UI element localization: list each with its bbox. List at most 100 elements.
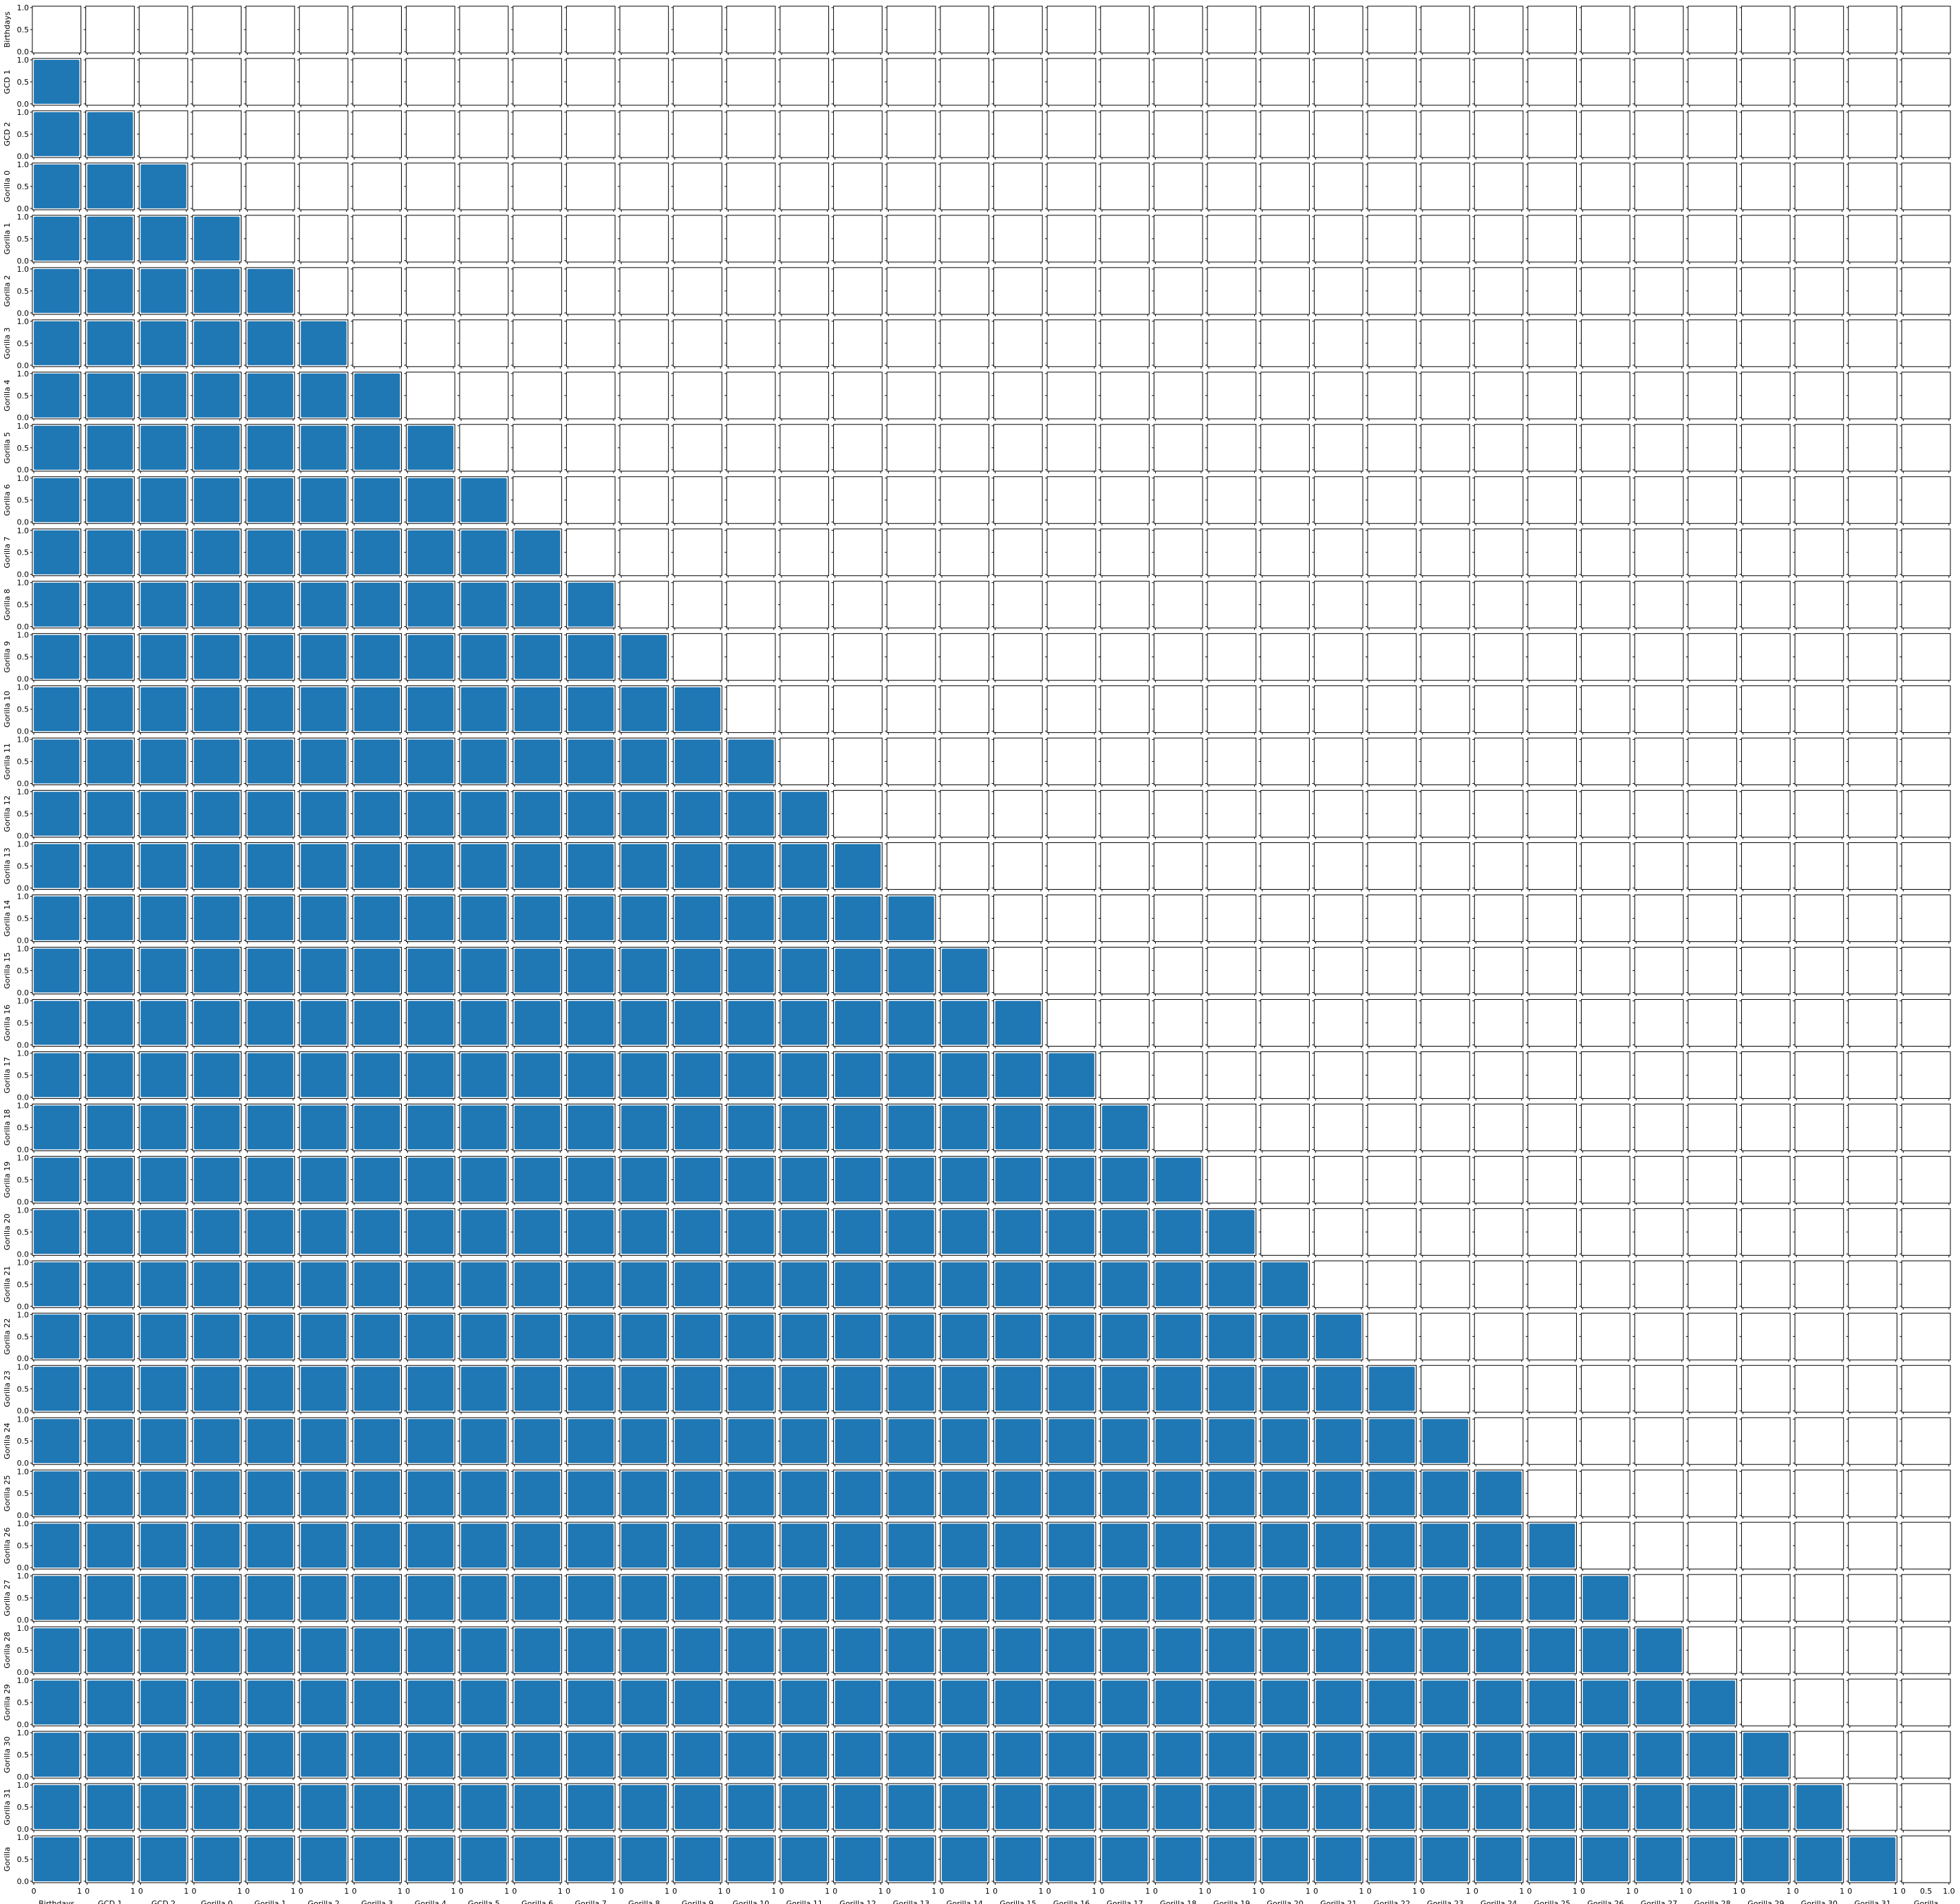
subplot-frame <box>1474 738 1524 786</box>
subplot-r0-c14 <box>777 6 830 55</box>
scatter-points <box>247 530 294 575</box>
scatter-points <box>621 844 667 888</box>
subplot-frame <box>513 267 562 315</box>
subplot-r2-c3 <box>190 110 242 160</box>
subplot-r4-c28 <box>1525 215 1577 264</box>
subplot-r1-c20 <box>1098 58 1150 107</box>
scatter-points <box>461 582 507 627</box>
subplot-frame <box>1848 424 1897 472</box>
subplot-r14-c29 <box>1579 738 1630 787</box>
subplot-frame <box>886 581 936 629</box>
subplot-frame <box>1367 738 1417 786</box>
subplot-frame <box>940 685 990 734</box>
subplot-frame <box>1848 6 1897 54</box>
subplot-frame <box>993 895 1043 942</box>
subplot-r5-c11 <box>618 267 669 317</box>
scatter-points <box>301 896 347 941</box>
subplot-r17-c32 <box>1739 895 1791 944</box>
scatter-points <box>87 425 133 470</box>
subplot-frame <box>833 738 883 786</box>
scatter-points <box>34 425 80 470</box>
y-tick-label: 0.5 <box>17 601 30 610</box>
y-tick-label: 0.5 <box>17 496 30 505</box>
subplot-r2-c33 <box>1793 110 1844 160</box>
subplot-r1-c8 <box>457 58 509 107</box>
subplot-r5-c7 <box>404 267 455 317</box>
subplot-r0-c19 <box>1045 6 1097 55</box>
subplot-r13-c9 <box>510 685 562 735</box>
subplot-frame <box>726 215 776 263</box>
subplot-r3-c10 <box>564 162 616 212</box>
scatter-points <box>194 216 240 261</box>
subplot-frame <box>779 162 830 211</box>
scatter-points <box>621 896 667 941</box>
subplot-frame <box>886 372 936 420</box>
subplot-frame <box>779 581 830 629</box>
y-tick-label: 0.5 <box>17 25 30 34</box>
subplot-r4-c22 <box>1205 215 1257 264</box>
subplot-r5-c3 <box>190 267 242 317</box>
subplot-frame <box>940 110 990 158</box>
y-tick-label: 1.0 <box>17 422 30 431</box>
y-tick-label: 1.0 <box>17 683 30 692</box>
scatter-points <box>87 321 133 365</box>
subplot-r7-c11 <box>618 372 669 421</box>
scatter-points <box>140 948 186 993</box>
subplot-frame <box>1313 685 1364 734</box>
subplot-frame <box>1634 6 1684 54</box>
subplot-r11-c14 <box>777 581 830 630</box>
subplot-r18-c24 <box>1312 947 1364 996</box>
scatter-points <box>514 739 561 784</box>
subplot-r8-c26 <box>1419 424 1470 473</box>
y-tick-label: 0.0 <box>17 988 30 997</box>
subplot-r0-c13 <box>724 6 776 55</box>
subplot-frame <box>1100 633 1150 681</box>
subplot-frame <box>993 581 1043 629</box>
scatter-points <box>782 844 828 888</box>
subplot-r9-c3 <box>190 476 242 526</box>
subplot-r10-c29 <box>1579 528 1630 578</box>
subplot-frame <box>673 215 722 263</box>
subplot-frame <box>726 372 776 420</box>
subplot-r13-c1 <box>83 685 135 735</box>
subplot-frame <box>1741 319 1791 367</box>
subplot-frame <box>1100 842 1150 890</box>
y-tick-label: 1.0 <box>17 579 30 588</box>
subplot-frame <box>1100 267 1150 315</box>
subplot-r1-c25 <box>1365 58 1417 107</box>
subplot-frame <box>1634 58 1684 106</box>
subplot-frame <box>352 215 402 263</box>
scatter-points <box>407 844 453 888</box>
subplot-r11-c2 <box>137 581 189 630</box>
y-tick-label: 0.0 <box>17 309 30 318</box>
subplot-frame <box>513 6 562 54</box>
subplot-r11-c15 <box>831 581 883 630</box>
subplot-frame <box>993 738 1043 786</box>
subplot-frame <box>1046 58 1097 106</box>
subplot-r4-c0: 0.0 0.5 1.0 Gorilla 1 <box>3 213 82 266</box>
subplot-frame <box>1046 842 1097 890</box>
subplot-r12-c26 <box>1419 633 1470 683</box>
subplot-r14-c6 <box>350 738 402 787</box>
subplot-r16-c26 <box>1419 842 1470 892</box>
subplot-r12-c11 <box>618 633 669 683</box>
subplot-r13-c25 <box>1365 685 1417 735</box>
subplot-r11-c13 <box>724 581 776 630</box>
subplot-r13-c34 <box>1846 685 1897 735</box>
subplot-r2-c10 <box>564 110 616 160</box>
subplot-r2-c34 <box>1846 110 1897 160</box>
subplot-r17-c13 <box>724 895 776 944</box>
subplot-frame <box>1421 738 1470 786</box>
subplot-r3-c3 <box>190 162 242 212</box>
subplot-frame <box>1260 528 1310 577</box>
subplot-r13-c29 <box>1579 685 1630 735</box>
subplot-r9-c34 <box>1846 476 1897 526</box>
subplot-r12-c18 <box>991 633 1043 683</box>
subplot-r9-c1 <box>83 476 135 526</box>
subplot-r8-c35 <box>1899 424 1951 473</box>
subplot-frame <box>619 110 669 158</box>
subplot-r13-c18 <box>991 685 1043 735</box>
subplot-r4-c30 <box>1633 215 1684 264</box>
subplot-frame <box>833 162 883 211</box>
subplot-frame <box>886 58 936 106</box>
